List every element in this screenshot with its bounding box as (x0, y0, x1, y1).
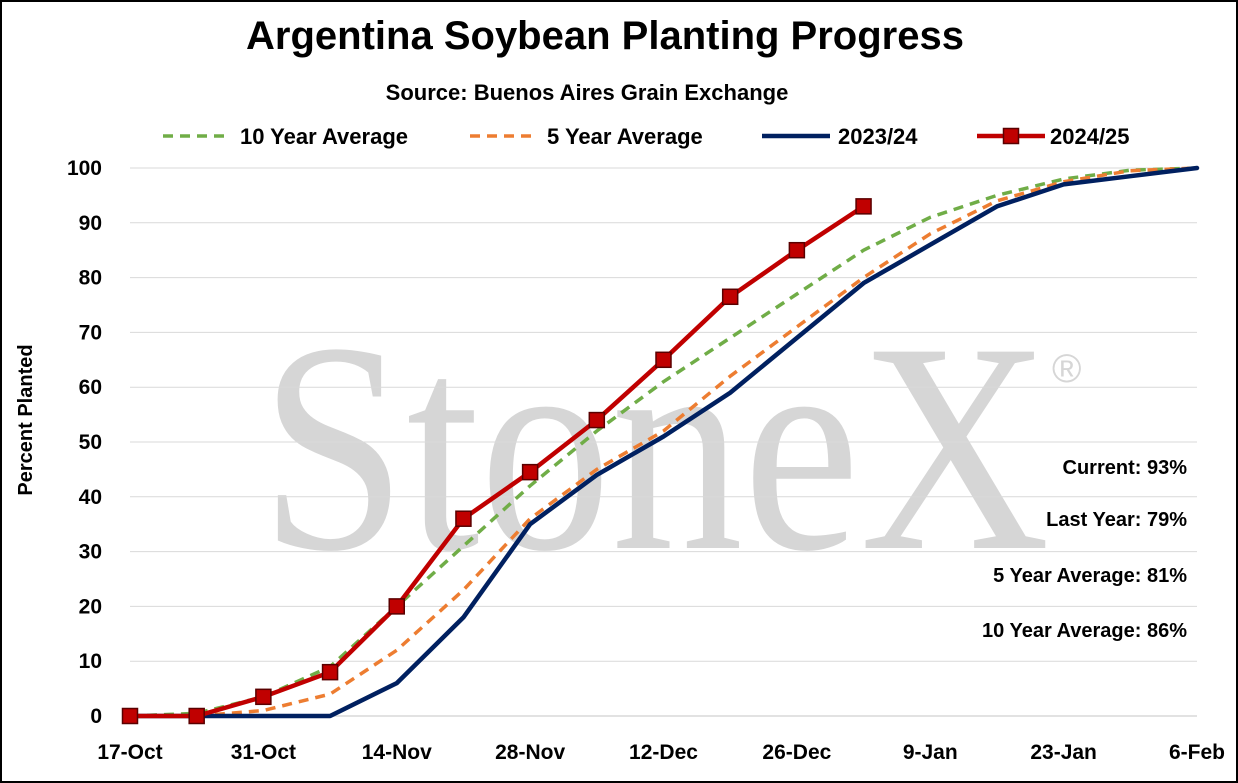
data-point-2024-25 (588, 411, 606, 429)
y-tick-label: 0 (90, 705, 102, 728)
data-point-2024-25 (788, 241, 806, 259)
x-tick-label: 17-Oct (97, 741, 162, 764)
x-tick-label: 9-Jan (903, 741, 958, 764)
x-tick-label: 6-Feb (1169, 741, 1225, 764)
y-tick-label: 30 (79, 541, 102, 564)
y-tick-label: 60 (79, 376, 102, 399)
series-line-2023-24 (127, 165, 1200, 719)
watermark-text: StoneX (260, 281, 1050, 613)
series-line-2024-25 (127, 204, 866, 719)
data-point-2024-25 (855, 198, 872, 215)
y-axis-label: Percent Planted (15, 344, 37, 495)
y-axis-ticks: 0 10 20 30 40 50 60 70 80 90 100 (67, 157, 102, 728)
legend: 10 Year Average 5 Year Average 2023/24 2024… (163, 124, 1130, 149)
x-tick-label: 26-Dec (762, 741, 831, 764)
data-point-2024-25 (121, 707, 139, 725)
y-tick-label: 50 (79, 431, 102, 454)
y-tick-label: 40 (79, 486, 102, 509)
y-tick-label: 90 (79, 212, 102, 235)
x-tick-label: 23-Jan (1030, 741, 1097, 764)
data-point-2024-25 (255, 688, 272, 706)
y-tick-label: 20 (79, 595, 102, 618)
chart-subtitle: Source: Buenos Aires Grain Exchange (385, 80, 789, 105)
annotation-text: 10 Year Average: 86% (982, 620, 1187, 642)
series-line-5-year-average (130, 166, 1198, 718)
legend-label: 2023/24 (838, 124, 918, 149)
gridlines (130, 167, 1197, 717)
annotation-text: Last Year: 79% (1046, 509, 1187, 531)
y-tick-label: 80 (79, 267, 102, 290)
chart-title: Argentina Soybean Planting Progress (246, 14, 964, 58)
data-point-2024-25 (455, 510, 472, 527)
annotation-text: Current: 93% (1063, 457, 1188, 479)
y-tick-label: 70 (79, 321, 102, 344)
x-tick-label: 14-Nov (362, 741, 432, 764)
annotation-text: 5 Year Average: 81% (993, 565, 1187, 587)
y-tick-label: 10 (79, 650, 102, 673)
series-lines (121, 165, 1200, 725)
x-tick-label: 28-Nov (495, 741, 565, 764)
annotations: Current: 93% Last Year: 79% 5 Year Average… (982, 457, 1187, 642)
data-point-2024-25 (655, 351, 672, 369)
data-point-2024-25 (388, 598, 405, 615)
x-tick-label: 12-Dec (629, 741, 698, 764)
watermark: StoneX ® (260, 281, 1081, 613)
x-tick-label: 31-Oct (231, 741, 296, 764)
watermark-registered-mark: ® (1052, 347, 1081, 391)
data-point-2024-25 (188, 707, 205, 725)
legend-marker (1002, 127, 1020, 145)
series-line-10-year-average (129, 166, 1198, 718)
data-point-2024-25 (721, 288, 739, 306)
legend-label: 10 Year Average (240, 124, 408, 149)
data-point-2024-25 (321, 663, 339, 681)
x-axis-ticks: 17-Oct 31-Oct 14-Nov 28-Nov 12-Dec 26-Dec 9-Ja… (97, 741, 1225, 764)
y-tick-label: 100 (67, 157, 102, 180)
legend-label: 2024/25 (1050, 124, 1130, 149)
legend-label: 5 Year Average (547, 124, 703, 149)
data-point-2024-25 (521, 463, 539, 481)
